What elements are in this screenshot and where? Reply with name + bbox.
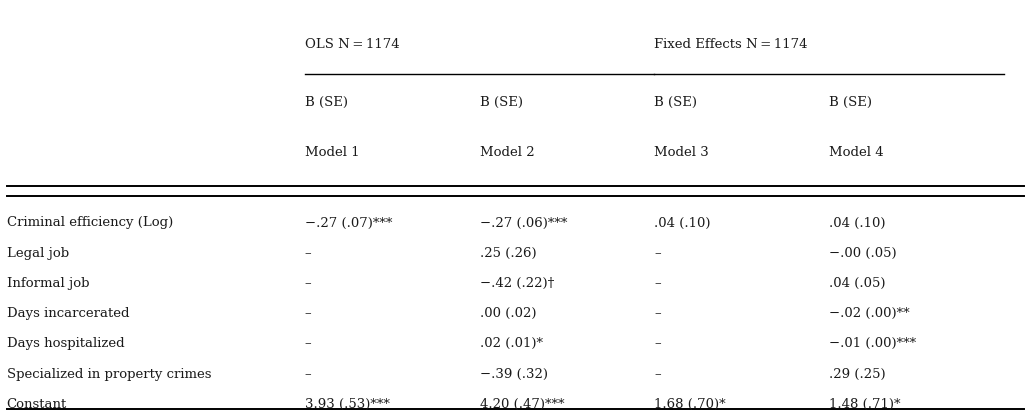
Text: Specialized in property crimes: Specialized in property crimes	[6, 368, 211, 381]
Text: Model 1: Model 1	[305, 146, 360, 159]
Text: −.02 (.00)**: −.02 (.00)**	[829, 307, 909, 320]
Text: –: –	[655, 368, 661, 381]
Text: Model 4: Model 4	[829, 146, 884, 159]
Text: .04 (.05): .04 (.05)	[829, 277, 886, 290]
Text: –: –	[305, 277, 311, 290]
Text: −.39 (.32): −.39 (.32)	[479, 368, 547, 381]
Text: .04 (.10): .04 (.10)	[829, 216, 886, 229]
Text: Criminal efficiency (Log): Criminal efficiency (Log)	[6, 216, 173, 229]
Text: Legal job: Legal job	[6, 247, 69, 260]
Text: –: –	[305, 337, 311, 350]
Text: –: –	[305, 307, 311, 320]
Text: B (SE): B (SE)	[829, 96, 872, 109]
Text: Constant: Constant	[6, 398, 67, 411]
Text: 4.20 (.47)***: 4.20 (.47)***	[479, 398, 564, 411]
Text: Model 3: Model 3	[655, 146, 709, 159]
Text: −.00 (.05): −.00 (.05)	[829, 247, 897, 260]
Text: –: –	[655, 337, 661, 350]
Text: −.42 (.22)†: −.42 (.22)†	[479, 277, 554, 290]
Text: 1.48 (.71)*: 1.48 (.71)*	[829, 398, 901, 411]
Text: OLS N = 1174: OLS N = 1174	[305, 38, 399, 51]
Text: Days hospitalized: Days hospitalized	[6, 337, 124, 350]
Text: –: –	[655, 277, 661, 290]
Text: B (SE): B (SE)	[479, 96, 523, 109]
Text: .04 (.10): .04 (.10)	[655, 216, 710, 229]
Text: B (SE): B (SE)	[655, 96, 697, 109]
Text: .00 (.02): .00 (.02)	[479, 307, 536, 320]
Text: −.01 (.00)***: −.01 (.00)***	[829, 337, 917, 350]
Text: −.27 (.07)***: −.27 (.07)***	[305, 216, 392, 229]
Text: −.27 (.06)***: −.27 (.06)***	[479, 216, 567, 229]
Text: 1.68 (.70)*: 1.68 (.70)*	[655, 398, 726, 411]
Text: Days incarcerated: Days incarcerated	[6, 307, 129, 320]
Text: –: –	[655, 307, 661, 320]
Text: .25 (.26): .25 (.26)	[479, 247, 536, 260]
Text: –: –	[305, 368, 311, 381]
Text: .02 (.01)*: .02 (.01)*	[479, 337, 542, 350]
Text: B (SE): B (SE)	[305, 96, 347, 109]
Text: Model 2: Model 2	[479, 146, 534, 159]
Text: .29 (.25): .29 (.25)	[829, 368, 886, 381]
Text: Fixed Effects N = 1174: Fixed Effects N = 1174	[655, 38, 808, 51]
Text: –: –	[305, 247, 311, 260]
Text: Informal job: Informal job	[6, 277, 89, 290]
Text: –: –	[655, 247, 661, 260]
Text: 3.93 (.53)***: 3.93 (.53)***	[305, 398, 390, 411]
